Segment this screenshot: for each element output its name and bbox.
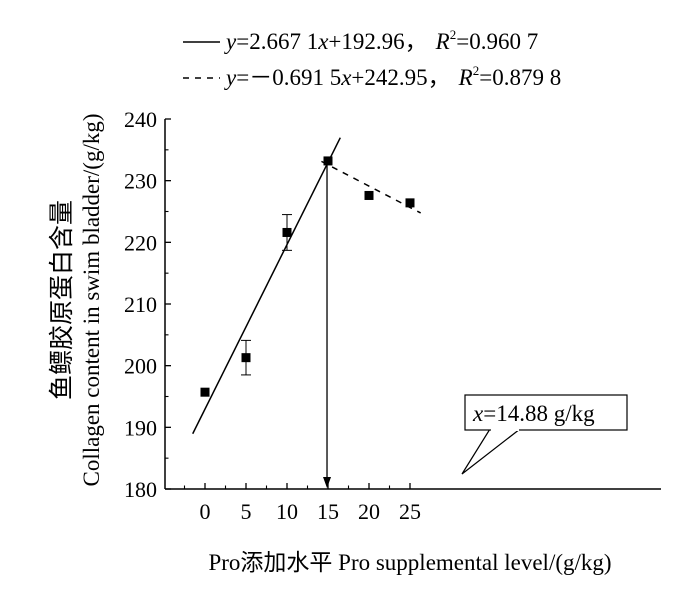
legend: y=2.667 1x+192.96， R2=0.960 7 y=－0.691 5x… xyxy=(183,27,561,90)
y-tick-label: 200 xyxy=(124,354,157,379)
legend-dashed-text: y=－0.691 5x+242.95， R2=0.879 8 xyxy=(224,63,561,90)
annotation-callout-pointer xyxy=(461,428,521,475)
data-point xyxy=(405,198,415,208)
fit-lines xyxy=(192,137,422,435)
x-tick-label: 0 xyxy=(200,499,211,524)
x-tick-label: 5 xyxy=(241,499,252,524)
axes: 180 190 200 210 220 230 240 0 5 10 15 20 25 xyxy=(124,107,661,524)
data-point xyxy=(323,156,333,166)
y-tick-label: 230 xyxy=(124,169,157,194)
x-tick-label: 25 xyxy=(399,499,421,524)
annotation-box xyxy=(464,394,628,431)
x-tick-label: 15 xyxy=(317,499,339,524)
y-tick-label: 240 xyxy=(124,107,157,132)
y-axis-label-en: Collagen content in swim bladder/(g/kg) xyxy=(79,113,104,486)
x-tick-label: 20 xyxy=(358,499,380,524)
data-points xyxy=(200,156,415,397)
fit-line-solid xyxy=(192,137,341,435)
annotation-arrow-head xyxy=(323,477,332,488)
data-point xyxy=(364,190,374,200)
y-ticks: 180 190 200 210 220 230 240 xyxy=(124,107,171,502)
legend-solid-text: y=2.667 1x+192.96， R2=0.960 7 xyxy=(224,27,538,54)
x-tick-label: 10 xyxy=(276,499,298,524)
data-point xyxy=(200,387,210,397)
x-axis-label: Pro添加水平 Pro supplemental level/(g/kg) xyxy=(208,550,611,575)
y-tick-label: 220 xyxy=(124,230,157,255)
x-ticks: 0 5 10 15 20 25 xyxy=(183,483,421,524)
y-tick-label: 190 xyxy=(124,415,157,440)
data-point xyxy=(241,353,251,363)
data-point xyxy=(282,227,292,237)
y-axis-label-cn: 鱼鳔胶原蛋白含量 xyxy=(48,200,76,400)
annotation-label: x=14.88 g/kg xyxy=(472,401,595,426)
y-tick-label: 180 xyxy=(124,477,157,502)
y-tick-label: 210 xyxy=(124,292,157,317)
error-bars xyxy=(241,214,292,376)
annotation: x=14.88 g/kg xyxy=(323,164,628,488)
